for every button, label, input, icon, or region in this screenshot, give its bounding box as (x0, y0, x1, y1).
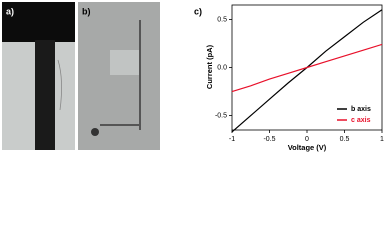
panel-label: c) (194, 6, 202, 16)
x-tick-label: -0.5 (263, 136, 275, 143)
line-series (231, 9, 383, 133)
photo-b (78, 2, 160, 150)
x-axis-label: Voltage (V) (288, 143, 327, 152)
legend-label: c axis (351, 117, 371, 124)
y-tick-label: -0.5 (215, 112, 227, 119)
y-axis-label: Current (pA) (205, 44, 214, 89)
x-tick-label: 1 (380, 136, 384, 143)
photo-a (2, 2, 75, 150)
panel-label: b) (82, 6, 91, 16)
y-tick-label: 0.0 (217, 64, 227, 71)
y-tick-label: 0.5 (217, 16, 227, 23)
x-tick-label: 0.5 (340, 136, 350, 143)
figure: a) b) c) Current (pA) Voltage (V) -1 -0.5… (2, 2, 384, 152)
panel-label: a) (6, 6, 14, 16)
line-series (231, 43, 383, 93)
x-tick-label: 0 (305, 136, 309, 143)
x-tick-label: -1 (229, 136, 235, 143)
legend-label: b axis (351, 106, 371, 113)
